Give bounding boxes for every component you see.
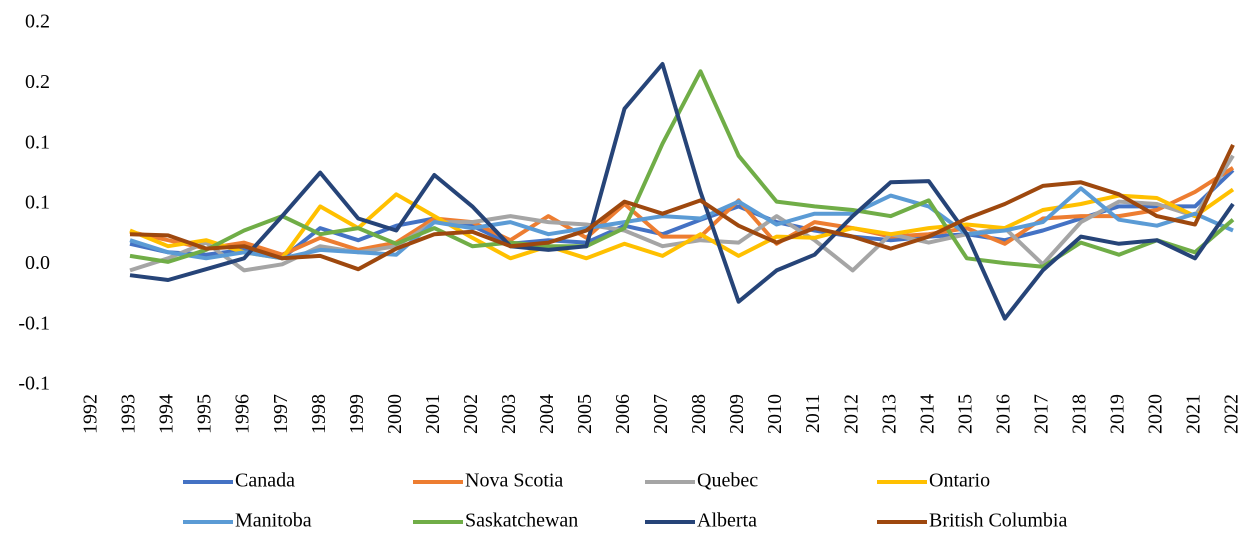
y-tick-label: -0.1 xyxy=(18,312,50,334)
y-tick-label: 0.1 xyxy=(25,131,50,153)
x-tick-label: 1994 xyxy=(156,394,178,434)
y-tick-label: 0.2 xyxy=(25,11,50,33)
legend-label: British Columbia xyxy=(929,510,1067,532)
x-tick-label: 2007 xyxy=(650,394,672,434)
y-tick-label: -0.1 xyxy=(18,373,50,395)
legend-label: Manitoba xyxy=(235,510,312,532)
x-tick-label: 2017 xyxy=(1030,394,1052,434)
x-tick-label: 2004 xyxy=(536,394,558,434)
x-tick-label: 2020 xyxy=(1145,394,1167,434)
x-tick-label: 2000 xyxy=(384,394,406,434)
x-tick-label: 2014 xyxy=(916,394,938,434)
series-line xyxy=(129,62,1235,321)
x-tick-label: 1995 xyxy=(194,394,216,434)
x-tick-label: 2013 xyxy=(878,394,900,434)
x-tick-label: 2022 xyxy=(1221,394,1243,434)
legend-label: Nova Scotia xyxy=(465,470,563,492)
series-line xyxy=(129,186,1234,261)
legend-label: Saskatchewan xyxy=(465,510,578,532)
x-tick-label: 2003 xyxy=(498,394,520,434)
x-tick-label: 2001 xyxy=(422,394,444,434)
x-tick-label: 2006 xyxy=(612,394,634,434)
x-tick-label: 2011 xyxy=(802,394,824,433)
x-tick-label: 1998 xyxy=(308,394,330,434)
x-tick-label: 2005 xyxy=(574,394,596,434)
x-tick-label: 1997 xyxy=(270,394,292,434)
legend-label: Alberta xyxy=(697,510,757,532)
x-tick-label: 1996 xyxy=(232,394,254,434)
y-tick-label: 0.2 xyxy=(25,71,50,93)
x-tick-label: 2009 xyxy=(726,394,748,434)
x-tick-label: 2018 xyxy=(1068,394,1090,434)
x-tick-label: 2010 xyxy=(764,394,786,434)
x-tick-label: 1992 xyxy=(80,394,102,434)
x-tick-label: 1999 xyxy=(346,394,368,434)
x-tick-label: 2016 xyxy=(992,394,1014,434)
x-tick-label: 2015 xyxy=(954,394,976,434)
legend-label: Ontario xyxy=(929,470,990,492)
series-line xyxy=(129,144,1235,272)
x-tick-label: 1993 xyxy=(118,394,140,434)
legend-label: Canada xyxy=(235,470,295,492)
x-tick-label: 2008 xyxy=(688,394,710,434)
x-tick-label: 2012 xyxy=(840,394,862,434)
y-tick-label: 0.0 xyxy=(25,252,50,274)
x-tick-label: 2021 xyxy=(1183,394,1205,434)
legend-label: Quebec xyxy=(697,470,758,492)
y-tick-label: 0.1 xyxy=(25,192,50,214)
series-line xyxy=(129,187,1235,261)
x-tick-label: 2002 xyxy=(460,394,482,434)
x-tick-label: 2019 xyxy=(1106,394,1128,434)
